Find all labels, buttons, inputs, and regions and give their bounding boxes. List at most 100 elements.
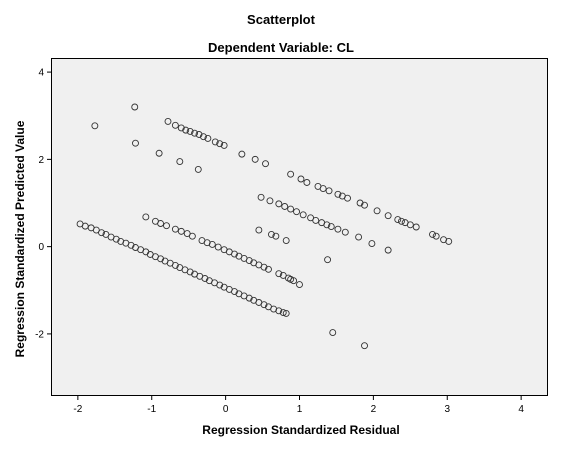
data-point	[303, 179, 311, 186]
data-point	[325, 187, 333, 195]
chart-title: Scatterplot	[247, 12, 316, 27]
data-point	[238, 150, 246, 158]
data-point	[255, 226, 263, 234]
data-point	[290, 277, 298, 285]
data-point	[251, 155, 259, 163]
data-point	[231, 288, 238, 296]
x-axis-label: Regression Standardized Residual	[202, 423, 399, 437]
x-tick-label: 2	[371, 404, 377, 415]
data-point	[195, 131, 203, 138]
data-point	[279, 309, 287, 316]
data-point	[384, 246, 392, 254]
chart-subtitle: Dependent Variable: CL	[208, 40, 354, 55]
data-point	[204, 134, 212, 142]
data-point	[324, 256, 332, 264]
data-point	[216, 281, 224, 289]
data-point	[293, 208, 300, 216]
data-point	[327, 223, 335, 231]
data-point	[208, 241, 216, 248]
data-point	[245, 257, 253, 265]
data-point	[361, 342, 368, 350]
plot-area	[51, 58, 548, 396]
data-point	[312, 217, 320, 224]
data-point	[334, 190, 342, 198]
axis-ticks: -2 -1 0 1 2 3 4 -2 0 2 4	[35, 68, 524, 415]
data-point	[171, 121, 179, 129]
data-point	[177, 227, 185, 235]
data-point	[176, 158, 184, 165]
data-point	[287, 205, 295, 213]
data-point	[319, 185, 327, 193]
data-point	[163, 222, 170, 230]
data-point	[275, 200, 283, 208]
y-axis-label: Regression Standardized Predicted Value	[13, 120, 27, 357]
data-point	[355, 233, 363, 241]
data-point	[194, 165, 202, 173]
data-point	[182, 126, 190, 134]
data-point	[131, 103, 139, 111]
x-tick-label: 4	[518, 404, 524, 415]
data-point	[299, 211, 307, 219]
data-point	[177, 124, 185, 132]
data-point	[282, 309, 290, 317]
data-point	[282, 237, 290, 244]
data-point	[341, 228, 349, 236]
data-point	[361, 201, 368, 209]
data-points	[76, 103, 453, 350]
data-point	[132, 139, 139, 147]
data-point	[186, 127, 194, 135]
data-point	[142, 213, 150, 221]
data-point	[445, 237, 453, 245]
data-point	[266, 197, 274, 205]
data-point	[334, 225, 342, 233]
data-point	[394, 216, 402, 224]
data-point	[211, 138, 219, 146]
data-point	[200, 133, 207, 141]
data-point	[186, 268, 194, 276]
data-point	[191, 129, 199, 137]
data-point	[281, 203, 289, 210]
data-point	[323, 221, 331, 229]
x-tick-label: 1	[297, 404, 303, 415]
data-point	[112, 235, 120, 243]
data-point	[287, 170, 295, 178]
x-tick-label: -1	[147, 404, 156, 415]
y-tick-label: 0	[38, 242, 44, 253]
data-point	[398, 217, 405, 225]
data-point	[214, 243, 222, 251]
data-point	[127, 241, 135, 249]
data-point	[275, 270, 283, 278]
data-point	[164, 117, 172, 125]
data-point	[429, 230, 436, 238]
y-tick-label: -2	[35, 329, 44, 340]
data-point	[297, 175, 305, 183]
data-point	[373, 207, 381, 215]
data-point	[262, 160, 269, 168]
data-point	[171, 225, 179, 233]
data-point	[245, 294, 253, 302]
data-point	[267, 230, 275, 238]
data-point	[257, 193, 265, 201]
data-point	[220, 141, 228, 149]
data-point	[265, 265, 272, 273]
data-point	[188, 232, 196, 240]
data-point	[329, 329, 337, 337]
data-point	[201, 275, 209, 282]
data-point	[98, 229, 105, 237]
x-tick-label: 0	[223, 404, 229, 415]
data-point	[406, 221, 414, 229]
x-tick-label: 3	[444, 404, 450, 415]
y-tick-label: 2	[38, 155, 44, 166]
y-tick-label: 4	[38, 68, 44, 79]
data-point	[260, 301, 268, 309]
data-point	[171, 261, 179, 269]
data-point	[155, 149, 163, 157]
data-point	[272, 232, 280, 240]
data-point	[368, 240, 376, 248]
data-point	[412, 223, 420, 231]
data-point	[231, 250, 238, 258]
data-point	[157, 220, 165, 227]
x-tick-label: -2	[73, 404, 82, 415]
data-point	[260, 263, 268, 271]
